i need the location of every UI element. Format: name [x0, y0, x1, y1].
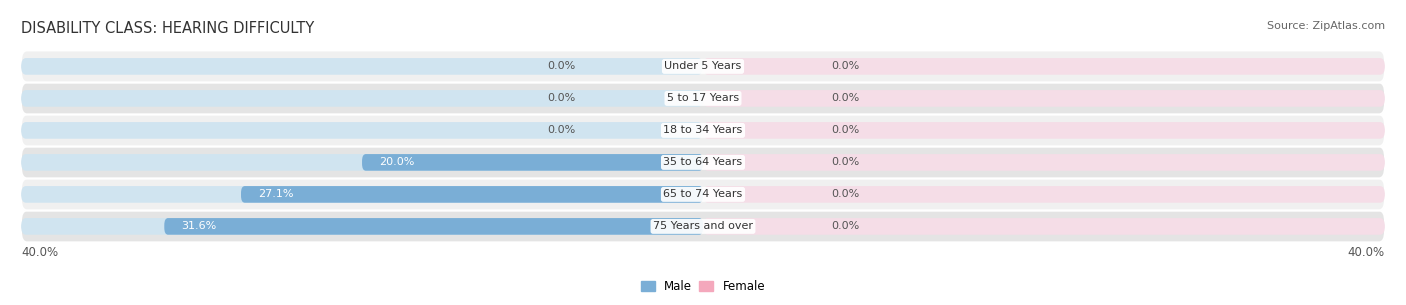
- Text: 75 Years and over: 75 Years and over: [652, 221, 754, 231]
- Text: 18 to 34 Years: 18 to 34 Years: [664, 125, 742, 135]
- Text: Under 5 Years: Under 5 Years: [665, 61, 741, 71]
- FancyBboxPatch shape: [21, 210, 1385, 242]
- Text: 0.0%: 0.0%: [831, 221, 859, 231]
- Text: 27.1%: 27.1%: [259, 189, 294, 199]
- FancyBboxPatch shape: [21, 114, 1385, 146]
- Legend: Male, Female: Male, Female: [641, 280, 765, 293]
- FancyBboxPatch shape: [21, 218, 703, 235]
- Text: 0.0%: 0.0%: [831, 189, 859, 199]
- Text: 0.0%: 0.0%: [547, 93, 575, 103]
- FancyBboxPatch shape: [240, 186, 703, 203]
- FancyBboxPatch shape: [21, 90, 703, 107]
- Text: DISABILITY CLASS: HEARING DIFFICULTY: DISABILITY CLASS: HEARING DIFFICULTY: [21, 21, 315, 36]
- Text: 35 to 64 Years: 35 to 64 Years: [664, 157, 742, 167]
- Text: 65 to 74 Years: 65 to 74 Years: [664, 189, 742, 199]
- Text: 0.0%: 0.0%: [831, 157, 859, 167]
- FancyBboxPatch shape: [703, 154, 1385, 171]
- Text: 0.0%: 0.0%: [831, 93, 859, 103]
- Text: 0.0%: 0.0%: [831, 61, 859, 71]
- FancyBboxPatch shape: [703, 58, 1385, 75]
- FancyBboxPatch shape: [21, 50, 1385, 82]
- Text: 0.0%: 0.0%: [547, 125, 575, 135]
- Text: 0.0%: 0.0%: [547, 61, 575, 71]
- FancyBboxPatch shape: [703, 122, 1385, 139]
- FancyBboxPatch shape: [703, 186, 1385, 203]
- Text: 40.0%: 40.0%: [1348, 246, 1385, 259]
- FancyBboxPatch shape: [21, 122, 703, 139]
- Text: 0.0%: 0.0%: [831, 125, 859, 135]
- Text: 40.0%: 40.0%: [21, 246, 58, 259]
- FancyBboxPatch shape: [165, 218, 703, 235]
- Text: 20.0%: 20.0%: [380, 157, 415, 167]
- Text: 31.6%: 31.6%: [181, 221, 217, 231]
- Text: 5 to 17 Years: 5 to 17 Years: [666, 93, 740, 103]
- FancyBboxPatch shape: [21, 82, 1385, 114]
- FancyBboxPatch shape: [363, 154, 703, 171]
- FancyBboxPatch shape: [21, 178, 1385, 210]
- FancyBboxPatch shape: [21, 146, 1385, 178]
- FancyBboxPatch shape: [21, 58, 703, 75]
- FancyBboxPatch shape: [703, 218, 1385, 235]
- FancyBboxPatch shape: [21, 154, 703, 171]
- FancyBboxPatch shape: [703, 90, 1385, 107]
- FancyBboxPatch shape: [21, 186, 703, 203]
- Text: Source: ZipAtlas.com: Source: ZipAtlas.com: [1267, 21, 1385, 31]
